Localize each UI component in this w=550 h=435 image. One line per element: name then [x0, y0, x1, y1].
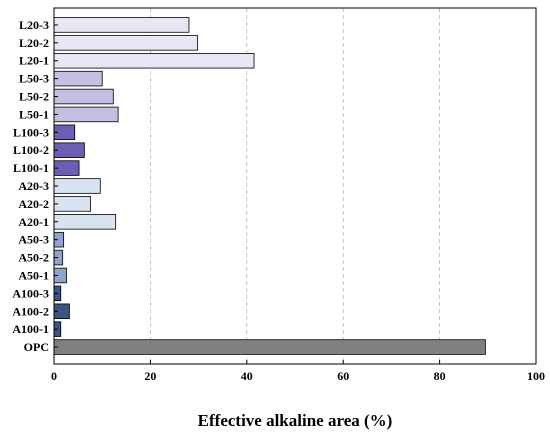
y-tick-label: L20-1 — [19, 54, 49, 68]
y-tick-label: A100-1 — [12, 322, 49, 336]
bar-l20-3 — [53, 17, 190, 33]
y-tick-label: A100-2 — [12, 304, 49, 318]
bars — [53, 17, 486, 355]
bar-a20-2 — [53, 196, 92, 212]
y-tick-label: A20-3 — [18, 179, 49, 193]
y-tick-label: L20-2 — [19, 36, 49, 50]
bar-l50-1 — [53, 106, 119, 123]
y-tick-label: L20-3 — [19, 18, 49, 32]
bar-a20-3 — [53, 178, 101, 194]
plot-frame — [53, 7, 537, 365]
bar-l50-3 — [53, 70, 103, 87]
y-tick-label: L100-2 — [13, 143, 49, 157]
y-tick-label: A100-3 — [12, 286, 49, 300]
x-tick-labels: 0 20 40 60 80 100 — [51, 360, 545, 383]
bar-l20-2 — [53, 35, 199, 51]
bar-opc — [53, 339, 486, 355]
x-tick-label: 80 — [434, 369, 446, 383]
y-tick-label: A50-2 — [18, 251, 49, 265]
x-tick-label: 100 — [527, 369, 545, 383]
y-tick-label: A20-1 — [18, 215, 49, 229]
bar-l20-1 — [53, 53, 255, 69]
bar-l50-2 — [53, 88, 114, 105]
y-tick-label: OPC — [24, 340, 49, 354]
y-tick-label: L100-1 — [13, 161, 49, 175]
y-tick-label: A50-3 — [18, 233, 49, 247]
bar-a20-1 — [53, 214, 117, 230]
y-tick-label: L50-3 — [19, 72, 49, 86]
y-tick-label: L100-3 — [13, 125, 49, 139]
x-axis-title: Effective alkaline area (%) — [198, 411, 393, 430]
y-tick-labels: L20-3 L20-2 L20-1 L50-3 L50-2 L50-1 L100-3 L100… — [12, 18, 58, 354]
x-tick-label: 40 — [241, 369, 253, 383]
bar-l100-2 — [53, 142, 85, 158]
y-tick-label: L50-1 — [19, 107, 49, 121]
x-tick-label: 20 — [144, 369, 156, 383]
x-tick-label: 60 — [337, 369, 349, 383]
y-tick-label: L50-2 — [19, 90, 49, 104]
y-tick-label: A20-2 — [18, 197, 49, 211]
y-tick-label: A50-1 — [18, 268, 49, 282]
x-tick-label: 0 — [51, 369, 57, 383]
